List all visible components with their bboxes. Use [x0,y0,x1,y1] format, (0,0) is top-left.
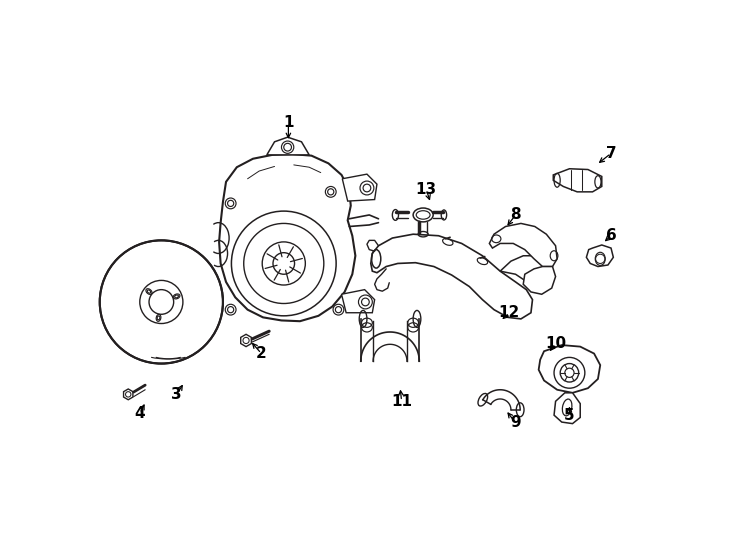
Polygon shape [241,334,251,347]
Polygon shape [490,224,557,267]
Text: 2: 2 [256,346,267,361]
Polygon shape [341,289,374,313]
Text: 11: 11 [391,394,412,409]
Polygon shape [371,234,532,319]
Text: 5: 5 [564,408,575,423]
Polygon shape [500,256,546,284]
Text: 12: 12 [499,305,520,320]
Polygon shape [539,345,600,393]
Polygon shape [554,393,580,423]
Text: 3: 3 [172,387,182,402]
Polygon shape [123,389,133,400]
Text: 13: 13 [415,182,437,197]
Text: 8: 8 [510,207,521,222]
Polygon shape [267,137,309,155]
Polygon shape [219,154,355,321]
Text: 4: 4 [134,406,145,421]
Text: 6: 6 [606,228,617,243]
Polygon shape [553,168,602,192]
Polygon shape [523,267,556,294]
Text: 10: 10 [545,336,566,351]
Circle shape [100,240,223,363]
Polygon shape [342,174,377,201]
Polygon shape [586,245,614,267]
Text: 1: 1 [283,115,294,130]
Text: 9: 9 [510,415,521,430]
Text: 7: 7 [606,146,617,161]
